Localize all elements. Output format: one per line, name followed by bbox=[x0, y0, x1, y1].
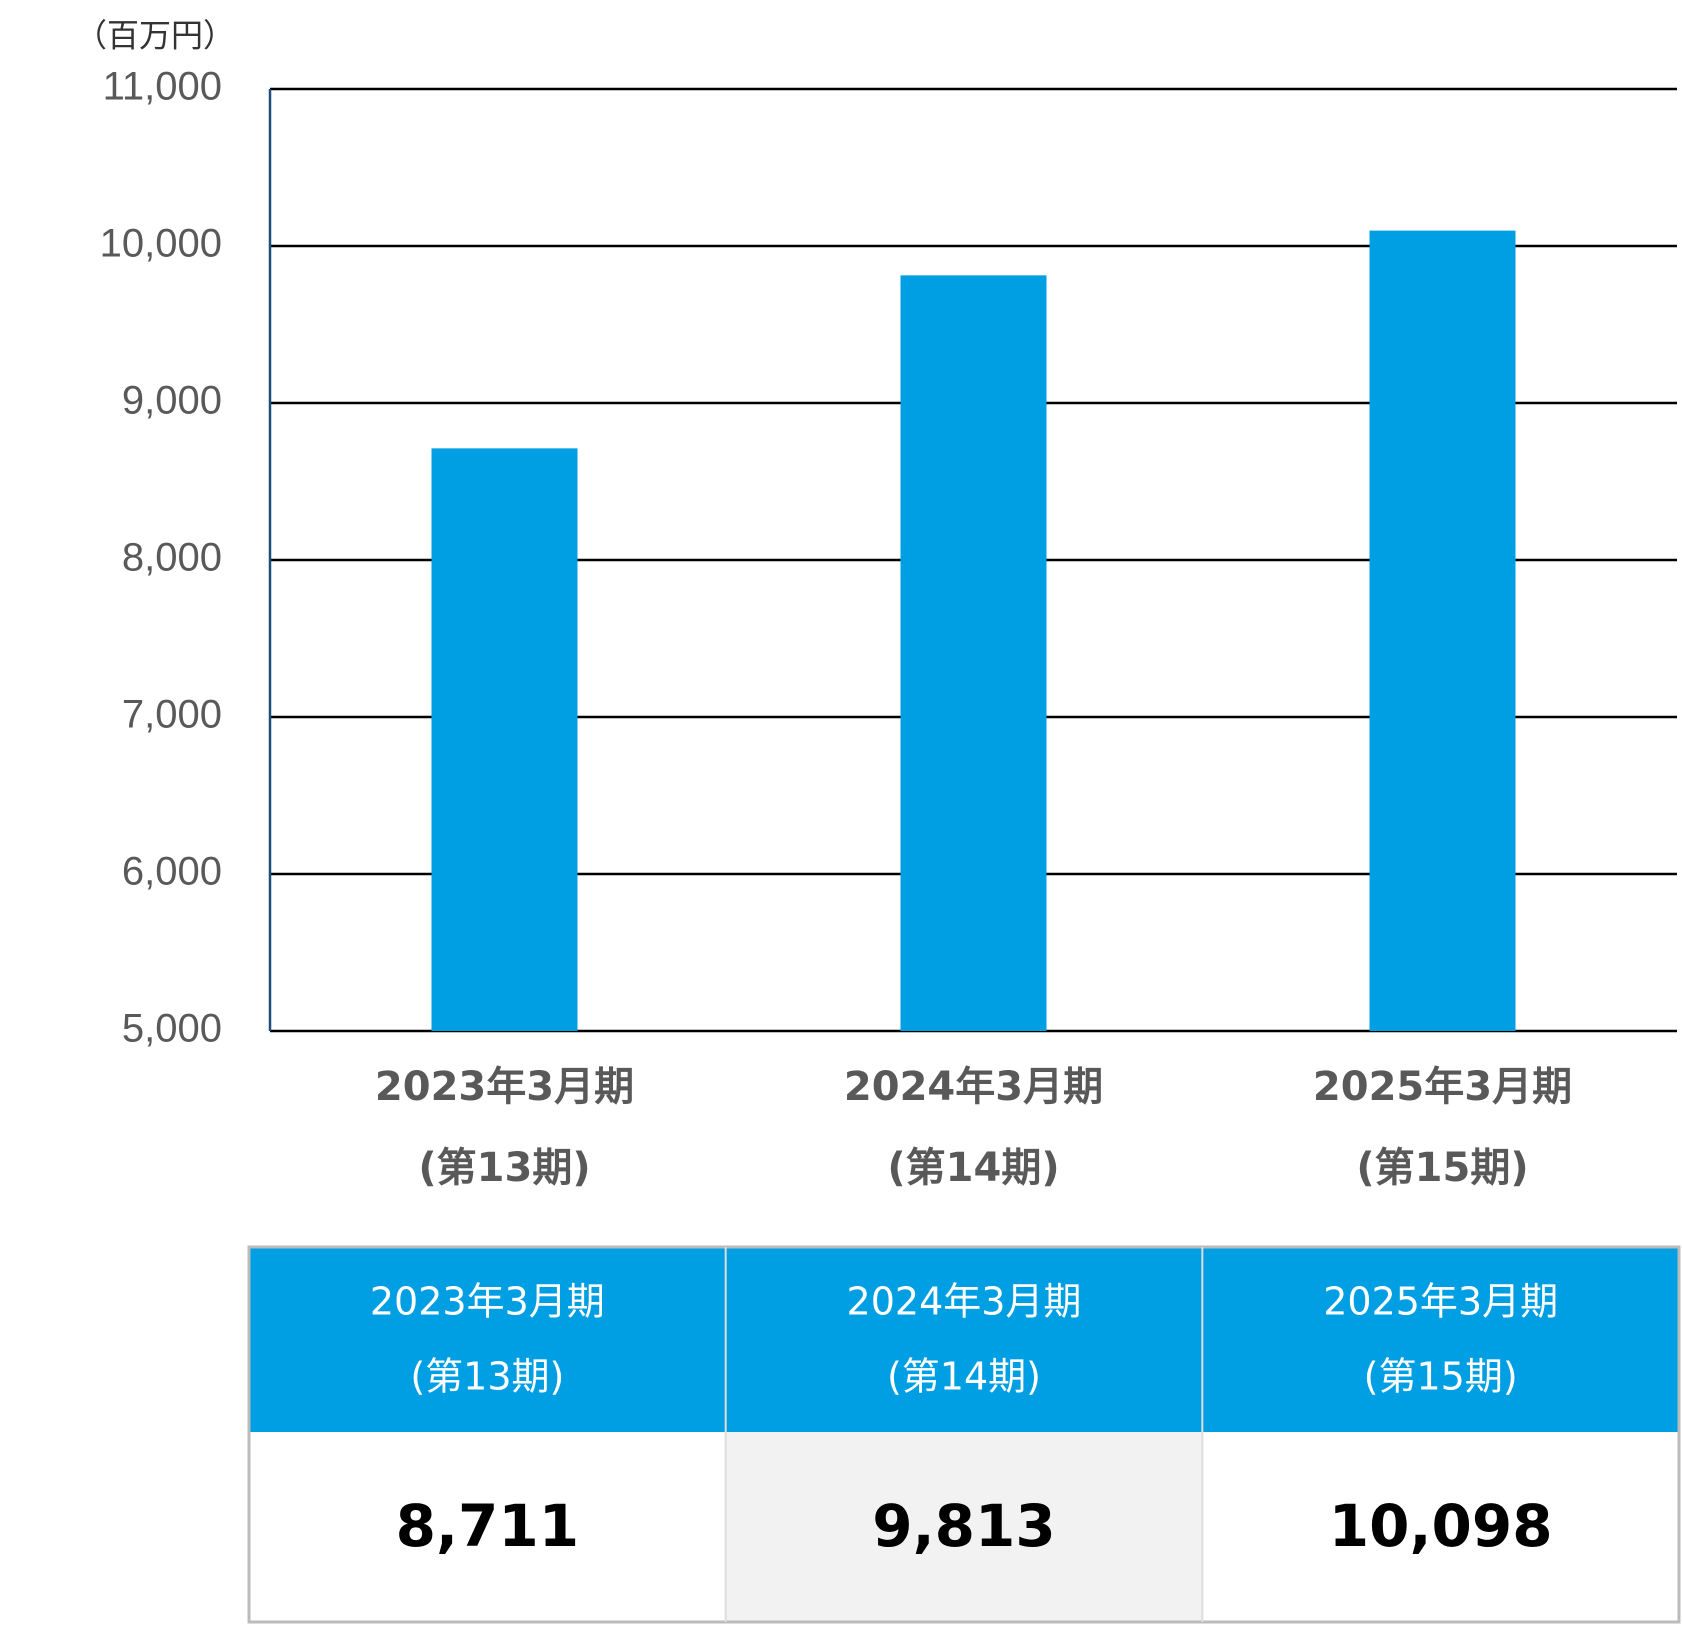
x-tick-label: 2023年3月期 bbox=[375, 1064, 634, 1110]
table-header-bg bbox=[249, 1247, 1679, 1432]
x-tick-label: (第15期) bbox=[1356, 1145, 1528, 1191]
table-header: 2023年3月期 bbox=[370, 1280, 605, 1324]
x-tick-label: (第14期) bbox=[887, 1145, 1059, 1191]
y-tick-label: 7,000 bbox=[122, 693, 222, 737]
table-value: 9,813 bbox=[872, 1492, 1055, 1560]
y-tick-label: 10,000 bbox=[100, 222, 222, 266]
table-header: 2025年3月期 bbox=[1323, 1280, 1558, 1324]
y-axis-unit: （百万円） bbox=[75, 17, 235, 53]
y-tick-label: 8,000 bbox=[122, 536, 222, 580]
bar bbox=[431, 448, 578, 1031]
x-tick-label: 2024年3月期 bbox=[844, 1064, 1103, 1110]
x-tick-label: 2025年3月期 bbox=[1313, 1064, 1572, 1110]
x-tick-label: (第13期) bbox=[418, 1145, 590, 1191]
y-tick-label: 6,000 bbox=[122, 850, 222, 894]
y-tick-label: 11,000 bbox=[103, 65, 222, 109]
table-header: (第14期) bbox=[887, 1355, 1041, 1399]
y-tick-label: 5,000 bbox=[122, 1007, 222, 1051]
bar bbox=[1369, 230, 1516, 1031]
table-value: 8,711 bbox=[396, 1492, 579, 1560]
table-header: (第15期) bbox=[1364, 1355, 1518, 1399]
table-cell-bg bbox=[725, 1432, 1203, 1622]
table-value: 10,098 bbox=[1329, 1492, 1553, 1560]
table-header: (第13期) bbox=[410, 1355, 564, 1399]
y-tick-label: 9,000 bbox=[122, 379, 222, 423]
table-border bbox=[247, 1245, 1681, 1624]
bar bbox=[900, 275, 1047, 1031]
table-header: 2024年3月期 bbox=[847, 1280, 1082, 1324]
